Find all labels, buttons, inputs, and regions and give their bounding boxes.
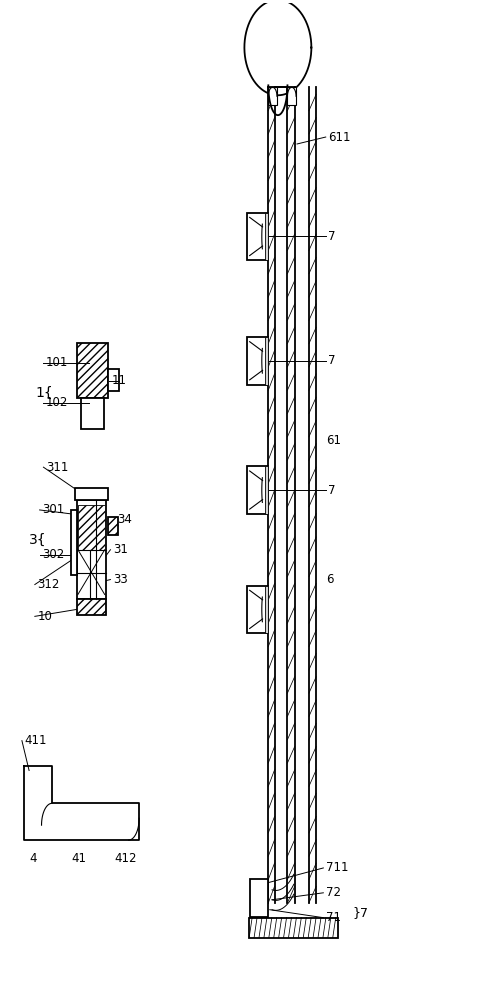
Text: 101: 101 [46, 356, 68, 369]
Bar [77, 599, 106, 615]
Bar [250, 879, 268, 917]
Bar [247, 337, 268, 385]
Text: 412: 412 [114, 851, 137, 864]
Text: 41: 41 [71, 851, 86, 864]
Text: 102: 102 [46, 396, 68, 409]
Text: 10: 10 [37, 610, 52, 623]
Text: 34: 34 [118, 513, 133, 526]
Bar [81, 398, 104, 429]
Text: 611: 611 [328, 131, 350, 144]
Bar [247, 466, 268, 514]
Text: 3{: 3{ [29, 533, 47, 547]
Bar [71, 510, 77, 575]
Text: 4: 4 [29, 851, 37, 864]
Text: 7: 7 [328, 354, 335, 367]
Bar [107, 517, 118, 535]
Text: 71: 71 [326, 911, 341, 924]
Bar [265, 586, 268, 633]
Text: 72: 72 [326, 886, 341, 899]
Bar [265, 466, 268, 514]
Bar [77, 343, 108, 398]
Text: 61: 61 [326, 434, 341, 447]
Text: 711: 711 [326, 861, 348, 874]
Bar [249, 918, 338, 938]
Bar [108, 369, 119, 391]
Bar [265, 337, 268, 385]
Bar [268, 87, 277, 105]
Text: 7: 7 [328, 484, 335, 497]
Text: 311: 311 [46, 461, 68, 474]
Bar [77, 500, 106, 599]
Bar [78, 505, 105, 550]
Text: 312: 312 [37, 578, 60, 591]
Bar [265, 213, 268, 260]
Text: 1{: 1{ [35, 386, 53, 400]
Text: 301: 301 [42, 503, 64, 516]
Text: 33: 33 [113, 573, 128, 586]
Bar [287, 87, 296, 105]
Text: 302: 302 [42, 548, 64, 561]
Bar [247, 586, 268, 633]
Text: }7: }7 [352, 906, 368, 919]
Text: 6: 6 [326, 573, 333, 586]
Bar [75, 488, 107, 500]
Text: 31: 31 [113, 543, 128, 556]
Text: 411: 411 [24, 734, 47, 747]
Text: 11: 11 [112, 374, 127, 387]
Text: 7: 7 [328, 230, 335, 243]
Bar [247, 213, 268, 260]
